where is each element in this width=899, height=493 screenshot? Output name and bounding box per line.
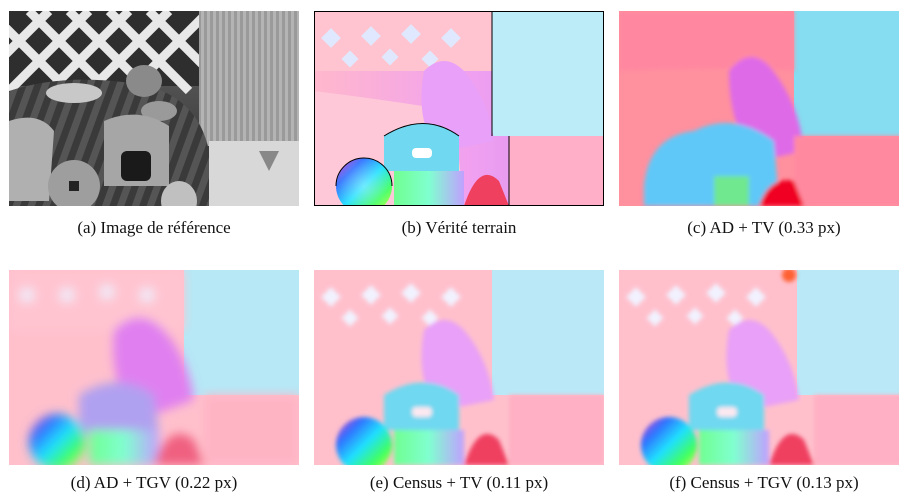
ground-truth-flow: [314, 11, 604, 206]
reference-image: [9, 11, 299, 206]
caption-a: (a) Image de référence: [77, 218, 231, 237]
reference-image-panel: [9, 11, 299, 206]
caption-c: (c) AD + TV (0.33 px): [687, 218, 841, 237]
caption-d: (d) AD + TGV (0.22 px): [70, 473, 238, 492]
census-tgv-flow: [619, 270, 899, 465]
caption-e: (e) Census + TV (0.11 px): [369, 473, 549, 492]
census-tgv-panel: [619, 270, 899, 465]
caption-b: (b) Vérité terrain: [401, 218, 517, 237]
ad-tv-panel: [619, 11, 899, 206]
ad-tgv-flow: [9, 270, 299, 465]
census-tv-flow: [314, 270, 604, 465]
caption-f: (f) Census + TGV (0.13 px): [669, 473, 859, 492]
census-tv-panel: [314, 270, 604, 465]
ad-tv-flow: [619, 11, 899, 206]
ad-tgv-panel: [9, 270, 299, 465]
ground-truth-panel: [314, 11, 604, 206]
